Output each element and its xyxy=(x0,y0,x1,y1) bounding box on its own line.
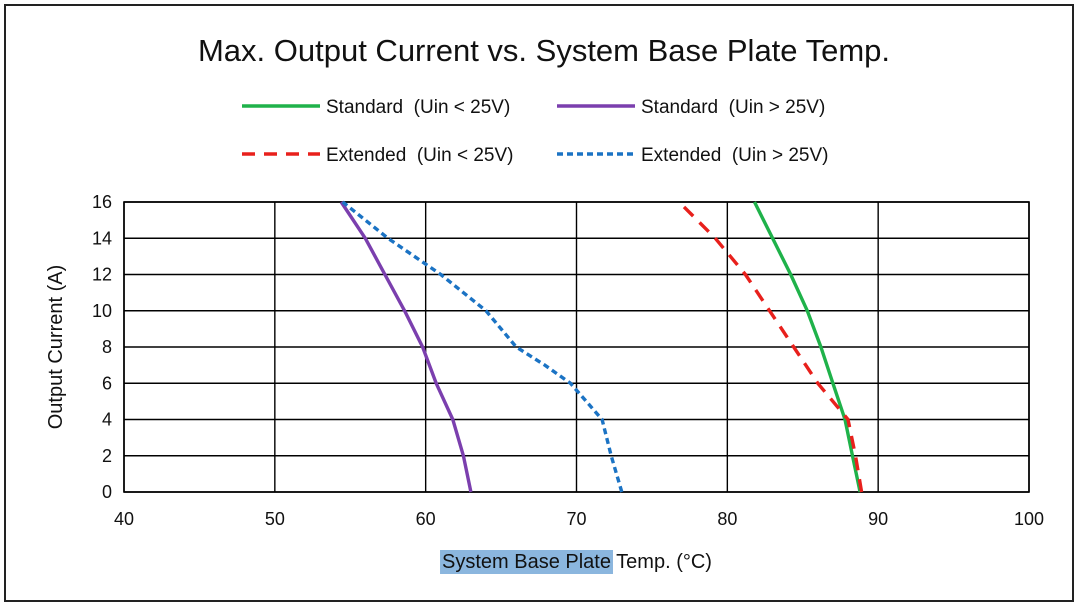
series-line-1 xyxy=(752,201,862,493)
series-line-2 xyxy=(339,201,473,493)
x-axis-label-rest: Temp. (°C) xyxy=(611,551,712,573)
y-tick-label: 10 xyxy=(92,301,112,321)
legend: Standard (Uin < 25V) Standard (Uin > 25V)… xyxy=(242,97,828,166)
series-line-3 xyxy=(677,200,864,493)
x-axis-label: System Base Plate Temp. (°C) xyxy=(442,551,712,573)
legend-label-1: Standard (Uin < 25V) xyxy=(326,97,510,118)
y-axis-label: Output Current (A) xyxy=(45,265,67,430)
y-tick-label: 6 xyxy=(102,373,112,393)
y-tick-label: 4 xyxy=(102,410,112,430)
x-tick-label: 60 xyxy=(416,509,436,529)
x-tick-label: 70 xyxy=(566,509,586,529)
x-axis-label-highlight xyxy=(440,550,613,574)
plot-area: 40 50 60 70 80 90 100 0 2 4 6 8 10 12 14 16 xyxy=(92,192,1044,529)
y-tick-label: 8 xyxy=(102,337,112,357)
legend-label-4: Extended (Uin > 25V) xyxy=(641,145,828,166)
x-tick-label: 40 xyxy=(114,509,134,529)
y-tick-label: 2 xyxy=(102,446,112,466)
y-tick-label: 16 xyxy=(92,192,112,212)
plot-border xyxy=(123,201,1030,493)
x-tick-label: 90 xyxy=(868,509,888,529)
y-tick-label: 0 xyxy=(102,482,112,502)
y-axis-ticks: 0 2 4 6 8 10 12 14 16 xyxy=(92,192,112,502)
x-axis-ticks: 40 50 60 70 80 90 100 xyxy=(114,509,1044,529)
legend-label-3: Extended (Uin < 25V) xyxy=(326,145,513,166)
series-line-4 xyxy=(341,200,624,493)
chart-frame: Max. Output Current vs. System Base Plat… xyxy=(4,4,1074,602)
series-layer xyxy=(339,200,864,493)
x-tick-label: 100 xyxy=(1014,509,1044,529)
chart-title: Max. Output Current vs. System Base Plat… xyxy=(198,33,890,68)
x-axis-label-highlighted-part: System Base Plate xyxy=(442,551,611,573)
grid-lines xyxy=(123,201,1030,493)
y-tick-label: 12 xyxy=(92,265,112,285)
legend-label-2: Standard (Uin > 25V) xyxy=(641,97,825,118)
line-chart: Max. Output Current vs. System Base Plat… xyxy=(45,33,1044,574)
x-tick-label: 80 xyxy=(717,509,737,529)
x-tick-label: 50 xyxy=(265,509,285,529)
y-tick-label: 14 xyxy=(92,228,112,248)
